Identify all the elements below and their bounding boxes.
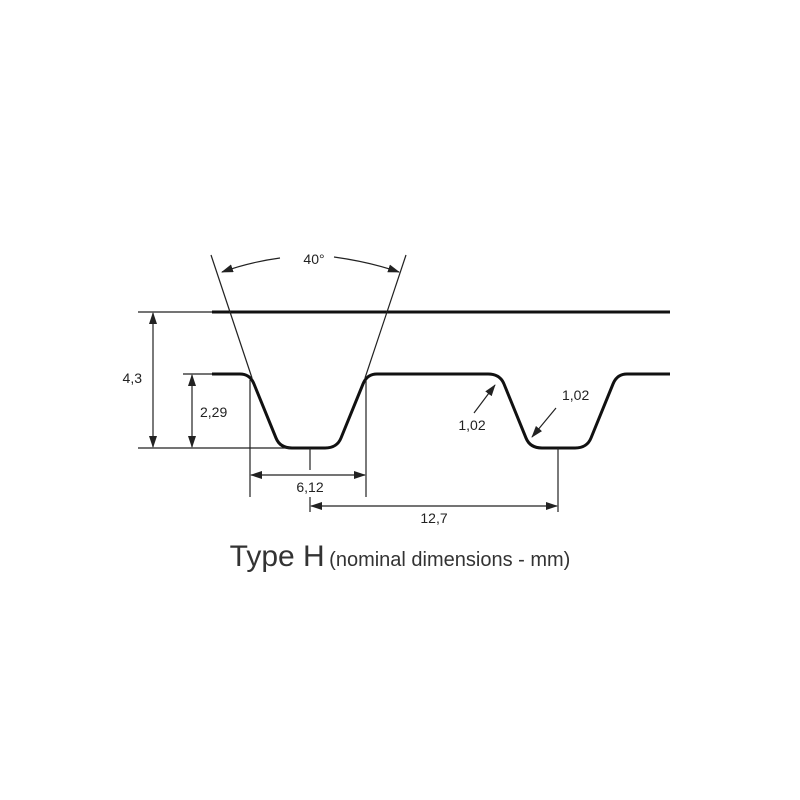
tooth-profile [212, 372, 670, 450]
angle-line-left [210, 254, 253, 379]
angle-arrow-left [221, 257, 281, 273]
total-height-label: 4,3 [123, 370, 143, 386]
caption-type: Type H [229, 540, 325, 573]
angle-line-right [364, 254, 407, 379]
radius-top-label: 1,02 [458, 417, 485, 433]
radius-top-arrow [473, 384, 496, 414]
radius-bottom-arrow [531, 407, 557, 438]
radius-bottom-label: 1,02 [562, 387, 589, 403]
pitch-label: 12,7 [420, 510, 447, 526]
angle-label: 40° [303, 251, 324, 267]
tooth-width-label: 6,12 [296, 479, 323, 495]
caption-note: (nominal dimensions - mm) [329, 549, 571, 571]
caption: Type H (nominal dimensions - mm) [0, 540, 800, 574]
angle-arrow-right [333, 256, 400, 273]
tooth-height-label: 2,29 [200, 404, 227, 420]
